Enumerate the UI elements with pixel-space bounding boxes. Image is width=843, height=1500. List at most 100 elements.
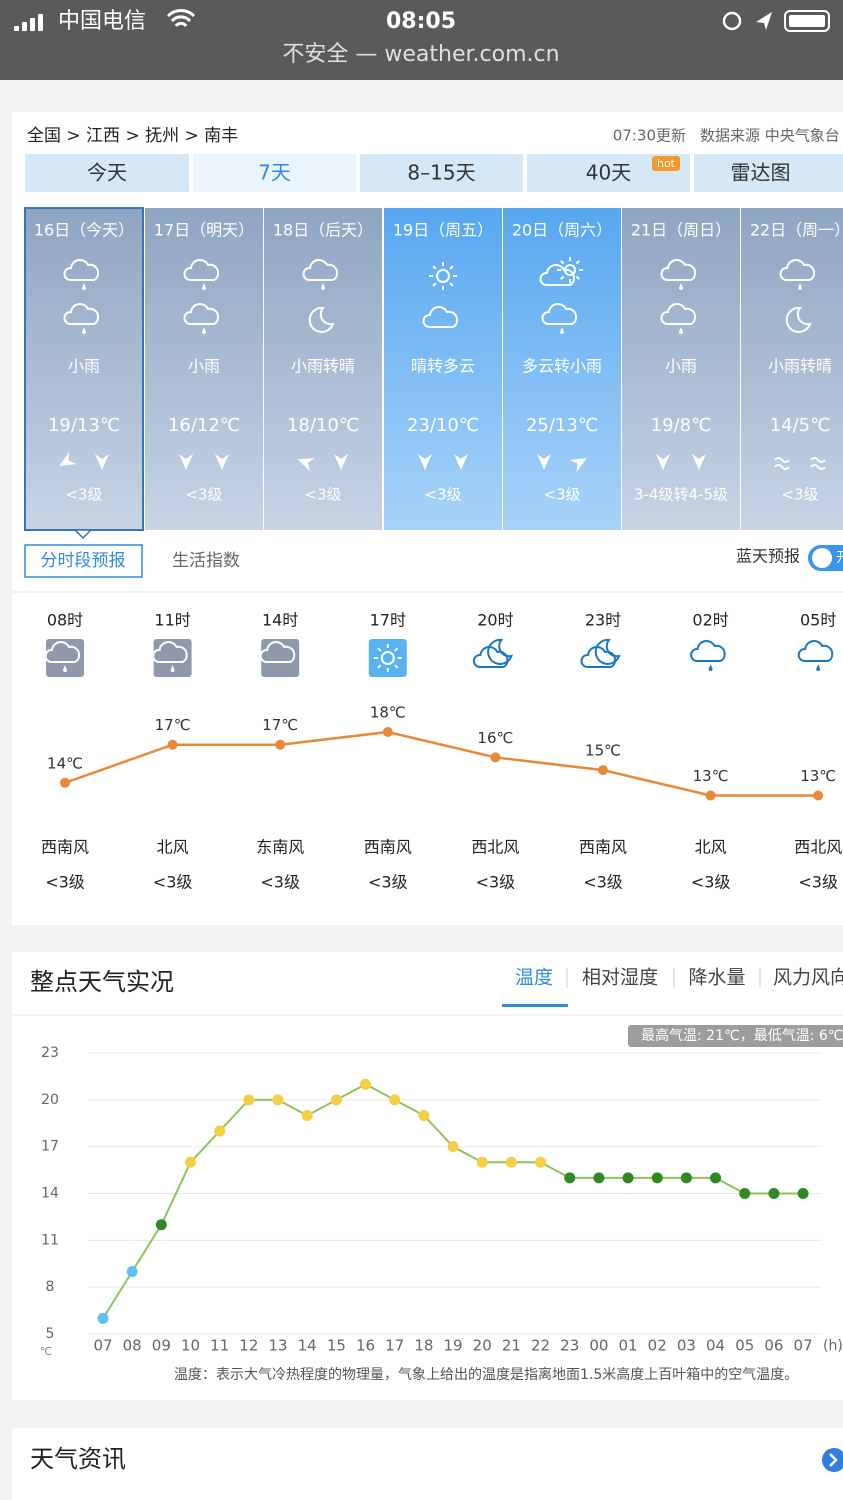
toggle-label: 蓝天预报 [736, 547, 800, 566]
lock-icon [722, 11, 742, 31]
wind-arrow [418, 454, 432, 470]
x-tick-label: 20 [473, 1337, 492, 1355]
temp-point [272, 1094, 284, 1106]
day-card[interactable] [384, 208, 502, 530]
day-wind: <3级 [543, 486, 580, 504]
news-arrow[interactable] [822, 1448, 843, 1472]
tab-underline [502, 1004, 568, 1007]
temp-point [505, 1156, 517, 1168]
breadcrumb: 全国 > 江西 > 抚州 > 南丰 [27, 126, 238, 146]
x-tick-label: 10 [181, 1337, 200, 1355]
hour-label: 17时 [370, 611, 406, 630]
day-temp: 23/10℃ [407, 415, 479, 436]
day-date: 16日（今天） [34, 221, 134, 240]
temp-point [155, 1219, 167, 1231]
cloud-icon [302, 259, 338, 281]
temp-point [243, 1094, 255, 1106]
y-unit: ℃ [40, 1345, 52, 1358]
x-unit: (h) [823, 1338, 843, 1354]
tab-label: 今天 [87, 161, 127, 185]
temp-point [651, 1172, 663, 1184]
temp-point [593, 1172, 605, 1184]
cloud-icon [779, 259, 815, 281]
day-weather: 多云转小雨 [522, 357, 602, 376]
section-title: 整点天气实况 [30, 968, 174, 996]
toggle-knob [812, 548, 832, 568]
chart-tab[interactable]: 降水量 [688, 967, 745, 989]
hot-badge-bg [652, 156, 680, 171]
url: 不安全 — weather.com.cn [282, 42, 559, 67]
sun-ray [394, 664, 399, 669]
x-tick-label: 01 [619, 1337, 638, 1355]
chart-tab[interactable]: 温度 [515, 967, 553, 989]
wind-arrow [95, 454, 109, 470]
x-tick-label: 22 [531, 1337, 550, 1355]
sun-ray [560, 275, 565, 280]
temp-point [301, 1109, 313, 1121]
note: 最高气温: 21℃，最低气温: 6℃ [641, 1027, 843, 1044]
y-tick-label: 14 [41, 1186, 59, 1202]
cloud-icon [259, 641, 296, 663]
news-panel [12, 1428, 843, 1500]
temp-point [680, 1172, 692, 1184]
sun-ray [432, 282, 437, 287]
hourly-value: 17℃ [262, 716, 298, 734]
tab-label: 雷达图 [731, 161, 791, 185]
day-date: 21日（周日） [631, 221, 731, 240]
cloud-icon [797, 640, 834, 662]
tab[interactable] [360, 154, 523, 192]
tab[interactable] [25, 154, 189, 192]
rain-drop [816, 664, 821, 671]
wind-arrow [569, 457, 587, 473]
hourly-point [275, 739, 286, 750]
wifi-icon [166, 9, 196, 28]
hour-label: 11时 [154, 611, 190, 630]
tab[interactable] [193, 154, 356, 192]
hourly-point [167, 739, 178, 750]
wind-arrow [537, 454, 551, 470]
wind-direction: 西南风 [579, 838, 627, 857]
signal-bar [38, 14, 43, 31]
y-tick-label: 5 [46, 1326, 55, 1342]
hourly-point [382, 727, 393, 737]
news-title: 天气资讯 [30, 1445, 126, 1473]
tab[interactable] [694, 154, 843, 192]
cloud-icon [183, 303, 219, 325]
sub-tab-active[interactable] [24, 544, 143, 578]
temp-point [360, 1078, 372, 1090]
cloud-icon [44, 641, 80, 663]
hourly-line [64, 730, 819, 797]
tab-label: 40天 [586, 161, 631, 185]
signal-bar [30, 18, 35, 31]
chart-tab[interactable]: 相对湿度 [582, 967, 658, 989]
y-tick-label: 20 [41, 1092, 59, 1108]
cloud-icon [580, 646, 616, 668]
news-chevron [829, 1453, 838, 1467]
wind-level: <3级 [798, 873, 838, 892]
temp-point [214, 1125, 226, 1137]
wind-arrow [297, 458, 315, 472]
moon-icon [594, 638, 621, 665]
hourly-value: 15℃ [585, 742, 621, 760]
rain-drop [63, 665, 67, 672]
day-temp: 19/8℃ [651, 415, 712, 436]
signal-bar [22, 22, 27, 31]
temp-point [564, 1172, 576, 1184]
x-tick-label: 08 [123, 1337, 142, 1355]
rain-drop [708, 664, 713, 671]
rain-drop [202, 327, 206, 334]
wind-direction: 北风 [695, 838, 727, 857]
x-tick-label: 21 [502, 1337, 521, 1355]
day-date: 18日（后天） [273, 221, 373, 240]
location-icon [756, 12, 772, 30]
day-weather: 小雨 [68, 357, 100, 376]
chart-tab[interactable]: 风力风向 [773, 967, 843, 989]
cloud-icon [541, 303, 577, 325]
rain-drop [82, 283, 86, 290]
hot-badge: hot [657, 157, 676, 170]
x-tick-label: 04 [706, 1337, 725, 1355]
wind-arrow [215, 454, 229, 470]
sun-ray [575, 260, 580, 265]
temp-point [768, 1188, 780, 1199]
